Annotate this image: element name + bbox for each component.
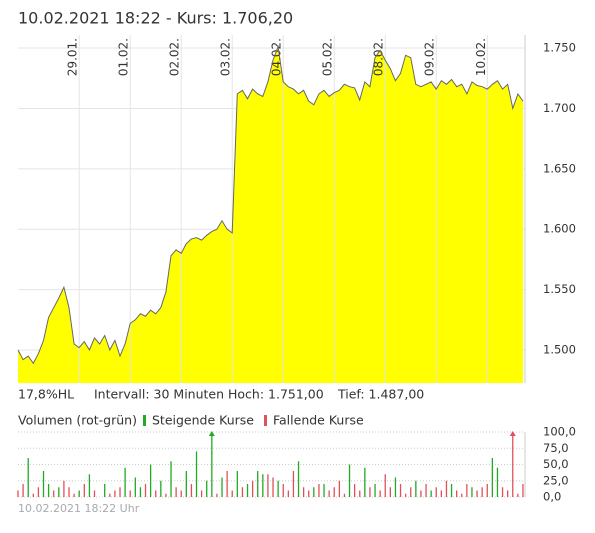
x-tick-label: 08.02. xyxy=(372,38,386,76)
legend-swatch xyxy=(263,415,267,426)
y-tick-label: 100,0 xyxy=(543,425,576,439)
y-tick-label: 50,0 xyxy=(543,457,569,471)
x-tick-label: 10.02. xyxy=(474,38,488,76)
price-line xyxy=(17,44,524,365)
y-tick-label: 1.550 xyxy=(543,282,576,296)
x-tick-label: 02.02. xyxy=(168,38,182,76)
y-tick-label: 25,0 xyxy=(543,473,569,487)
volume-title: Volumen (rot-grün) xyxy=(18,413,137,428)
y-tick-label: 1.650 xyxy=(543,161,576,175)
y-tick-label: 1.750 xyxy=(543,41,576,55)
title: 10.02.2021 18:22 - Kurs: 1.706,20 xyxy=(18,9,293,28)
legend-label: Steigende Kurse xyxy=(152,413,254,428)
info-range: 17,8%HL xyxy=(18,387,74,402)
x-tick-label: 29.01. xyxy=(66,38,80,76)
y-tick-label: 1.600 xyxy=(543,222,576,236)
info-high: Hoch: 1.751,00 xyxy=(228,387,324,402)
y-tick-label: 75,0 xyxy=(543,441,569,455)
x-tick-label: 04.02. xyxy=(270,38,284,76)
y-tick-label: 0,0 xyxy=(543,490,561,504)
overflow-arrow xyxy=(509,431,516,436)
overflow-arrow xyxy=(208,431,215,436)
y-tick-label: 1.700 xyxy=(543,101,576,115)
x-tick-label: 01.02. xyxy=(117,38,131,76)
legend-swatch xyxy=(143,415,146,426)
area-fill xyxy=(18,46,523,384)
legend-label: Fallende Kurse xyxy=(273,413,364,428)
info-low: Tief: 1.487,00 xyxy=(337,387,424,402)
x-tick-label: 05.02. xyxy=(321,38,335,76)
y-tick-label: 1.500 xyxy=(543,343,576,357)
x-tick-label: 09.02. xyxy=(423,38,437,76)
info-interval: Intervall: 30 Minuten xyxy=(94,387,224,402)
footer: 10.02.2021 18:22 Uhr xyxy=(18,502,140,515)
x-tick-label: 03.02. xyxy=(219,38,233,76)
